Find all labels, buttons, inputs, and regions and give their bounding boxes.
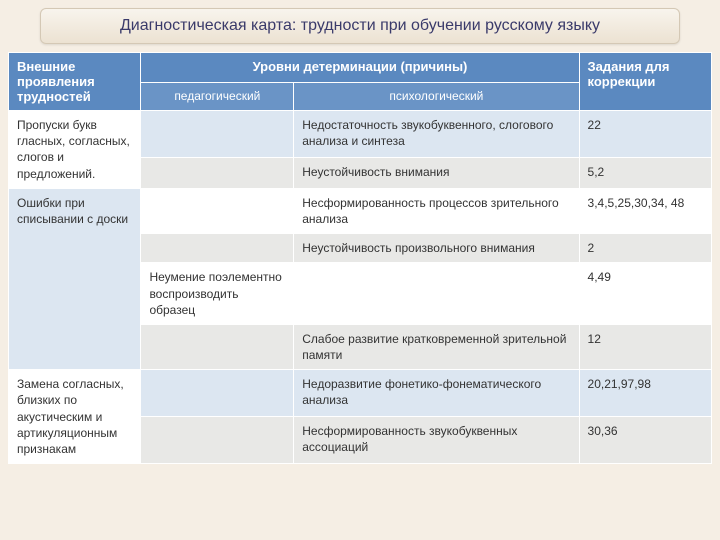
cell-psy bbox=[294, 263, 579, 325]
header-psychological: психологический bbox=[294, 82, 579, 110]
table-row: Пропуски букв гласных, согласных, слогов… bbox=[9, 111, 712, 158]
header-difficulty: Внешние проявления трудностей bbox=[9, 53, 141, 111]
cell-difficulty: Замена согласных, близких по акустически… bbox=[9, 370, 141, 464]
cell-difficulty: Ошибки при списывании с доски bbox=[9, 188, 141, 370]
cell-tasks: 12 bbox=[579, 324, 711, 369]
cell-psy: Слабое развитие кратковременной зрительн… bbox=[294, 324, 579, 369]
cell-ped: Неумение поэлементно воспроизводить обра… bbox=[141, 263, 294, 325]
diagnostic-table: Внешние проявления трудностей Уровни дет… bbox=[8, 52, 712, 464]
cell-psy: Недоразвитие фонетико-фонематического ан… bbox=[294, 370, 579, 417]
cell-tasks: 20,21,97,98 bbox=[579, 370, 711, 417]
cell-psy: Несформированность звукобуквенных ассоци… bbox=[294, 417, 579, 464]
cell-psy: Неустойчивость произвольного внимания bbox=[294, 234, 579, 263]
cell-ped bbox=[141, 234, 294, 263]
cell-tasks: 4,49 bbox=[579, 263, 711, 325]
cell-ped bbox=[141, 370, 294, 417]
cell-ped bbox=[141, 188, 294, 233]
cell-ped bbox=[141, 158, 294, 188]
cell-ped bbox=[141, 111, 294, 158]
table-row: Замена согласных, близких по акустически… bbox=[9, 370, 712, 417]
header-pedagogical: педагогический bbox=[141, 82, 294, 110]
cell-psy: Несформированность процессов зрительного… bbox=[294, 188, 579, 233]
header-causes-group: Уровни детерминации (причины) bbox=[141, 53, 579, 83]
page-title: Диагностическая карта: трудности при обу… bbox=[40, 8, 680, 44]
cell-psy: Недостаточность звукобуквенного, слогово… bbox=[294, 111, 579, 158]
cell-ped bbox=[141, 417, 294, 464]
cell-tasks: 2 bbox=[579, 234, 711, 263]
cell-psy: Неустойчивость внимания bbox=[294, 158, 579, 188]
table-row: Ошибки при списывании с доски Несформиро… bbox=[9, 188, 712, 233]
cell-tasks: 22 bbox=[579, 111, 711, 158]
cell-tasks: 30,36 bbox=[579, 417, 711, 464]
cell-tasks: 3,4,5,25,30,34, 48 bbox=[579, 188, 711, 233]
cell-tasks: 5,2 bbox=[579, 158, 711, 188]
cell-difficulty: Пропуски букв гласных, согласных, слогов… bbox=[9, 111, 141, 189]
header-tasks: Задания для коррекции bbox=[579, 53, 711, 111]
cell-ped bbox=[141, 324, 294, 369]
